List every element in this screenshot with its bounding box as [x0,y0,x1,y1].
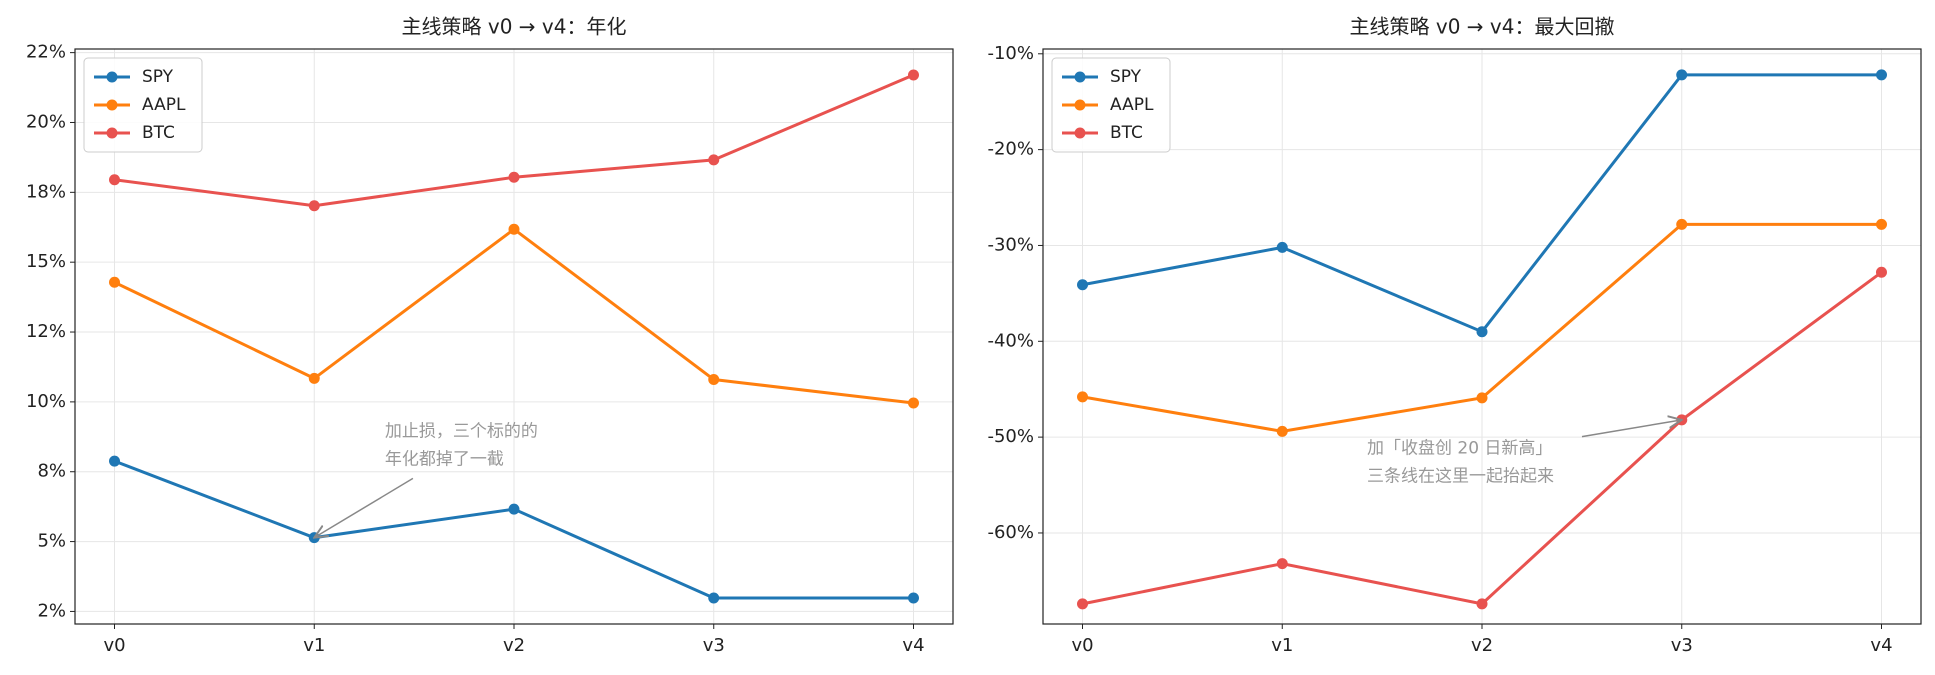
point [907,69,919,81]
point [1276,425,1288,437]
point [1276,558,1288,570]
point [1476,598,1488,610]
plot-frame [1042,48,1922,625]
x-tick-label: v1 [1271,635,1293,656]
annotation-arrow [1581,420,1682,438]
legend: SPY AAPL BTC [1051,57,1171,153]
legend-marker [106,99,118,111]
x-tick-label: v1 [303,635,325,656]
annotation: 加止损，三个标的的 [385,421,538,441]
legend-label: SPY [1110,67,1142,87]
x-tick-label: v2 [1471,635,1493,656]
legend-marker [1074,71,1086,83]
legend-label: BTC [142,123,175,143]
legend-marker [1074,99,1086,111]
y-tick-label: 5% [37,531,66,552]
y-tick-label: 2% [37,600,66,621]
x-tick-label: v4 [902,635,924,656]
legend-marker [1074,127,1086,139]
point [308,200,320,212]
annotation: 年化都掉了一截 [385,449,504,469]
annotation: 加「收盘创 20 日新高」 [1367,439,1552,459]
legend: SPY AAPL BTC [83,57,203,153]
y-tick-label: -30% [987,234,1034,255]
point [109,455,121,467]
point [109,174,121,186]
x-tick-label: v3 [1671,635,1693,656]
legend-marker [106,71,118,83]
legend-label: AAPL [142,95,186,115]
legend-label: SPY [142,67,174,87]
point [708,592,720,604]
point [1875,266,1887,278]
x-tick-label: v0 [103,635,125,656]
y-tick-label: -40% [987,330,1034,351]
y-tick-label: -20% [987,139,1034,160]
point [1077,391,1089,403]
point [907,397,919,409]
x-tick-label: v4 [1870,635,1892,656]
y-tick-label: -50% [987,426,1034,447]
point [508,171,520,183]
point [1676,69,1688,81]
x-tick-label: v3 [703,635,725,656]
annotation-arrow [314,477,414,537]
point [1077,279,1089,291]
legend-marker [106,127,118,139]
y-tick-label: 18% [26,181,66,202]
y-tick-label: 10% [26,391,66,412]
point [1077,598,1089,610]
y-tick-label: -60% [987,522,1034,543]
legend-label: BTC [1110,123,1143,143]
point [1276,241,1288,253]
chart-title: 主线策略 v0 → v4：年化 [402,15,627,39]
x-tick-label: v2 [503,635,525,656]
point [308,372,320,384]
y-tick-label: -10% [987,43,1034,64]
y-tick-label: 22% [26,42,66,63]
point [1875,218,1887,230]
point [1476,326,1488,338]
point [508,503,520,515]
annotation: 三条线在这里一起抬起来 [1367,467,1554,487]
point [508,223,520,235]
point [1476,392,1488,404]
point [708,154,720,166]
x-tick-label: v0 [1071,635,1093,656]
point [1676,218,1688,230]
y-tick-label: 12% [26,321,66,342]
point [109,276,121,288]
y-tick-label: 8% [37,461,66,482]
plot-frame [74,48,954,625]
legend-label: AAPL [1110,95,1154,115]
chart-title: 主线策略 v0 → v4：最大回撤 [1350,15,1615,39]
y-tick-label: 20% [26,111,66,132]
y-tick-label: 15% [26,251,66,272]
point [708,374,720,386]
point [1875,69,1887,81]
point [907,592,919,604]
